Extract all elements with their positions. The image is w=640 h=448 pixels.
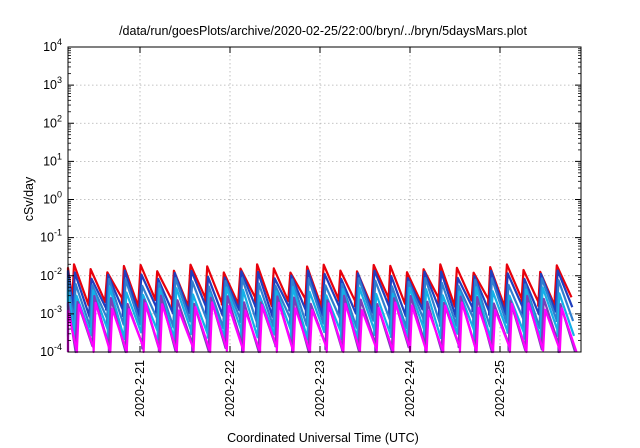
- y-tick-label-base: 10: [40, 231, 54, 245]
- y-tick-label-base: 10: [43, 193, 57, 207]
- y-tick-label-base: 10: [40, 307, 54, 321]
- series-line: [66, 276, 575, 330]
- y-tick-label: 10-1: [40, 228, 62, 245]
- y-tick-label-exponent: 3: [57, 75, 62, 85]
- series-line: [66, 263, 573, 309]
- y-tick-label-exponent: 4: [57, 37, 62, 47]
- y-tick-label: 100: [43, 190, 62, 207]
- y-tick-label-base: 10: [43, 78, 57, 92]
- x-tick-label: 2020-2-22: [223, 360, 237, 417]
- y-tick-label: 10-4: [40, 342, 62, 359]
- y-tick-label-exponent: -4: [54, 342, 62, 352]
- y-tick-label-base: 10: [40, 269, 54, 283]
- y-tick-label-base: 10: [43, 154, 57, 168]
- y-tick-label: 101: [43, 151, 62, 168]
- series-line: [66, 301, 578, 354]
- y-tick-label: 10-2: [40, 266, 62, 283]
- series-lines: [66, 263, 578, 354]
- x-tick-label: 2020-2-23: [313, 360, 327, 417]
- series-line: [66, 269, 574, 318]
- y-tick-label: 10-3: [40, 304, 62, 321]
- y-tick-label-exponent: 0: [57, 190, 62, 200]
- series-line: [66, 286, 576, 341]
- y-tick-label: 103: [43, 75, 62, 92]
- x-axis-ticks: 2020-2-21 2020-2-22 2020-2-23 2020-2-24 2020…: [133, 47, 507, 417]
- y-tick-label-exponent: -1: [54, 228, 62, 238]
- x-axis-label: Coordinated Universal Time (UTC): [227, 431, 419, 445]
- y-tick-label: 104: [43, 37, 62, 54]
- y-tick-label-exponent: 1: [57, 151, 62, 161]
- y-tick-label-exponent: 2: [57, 113, 62, 123]
- x-tick-label: 2020-2-24: [403, 360, 417, 417]
- y-tick-label-exponent: -3: [54, 304, 62, 314]
- x-tick-label: 2020-2-25: [493, 360, 507, 417]
- x-tick-label: 2020-2-21: [133, 360, 147, 417]
- y-tick-label-base: 10: [43, 40, 57, 54]
- y-tick-label-exponent: -2: [54, 266, 62, 276]
- chart-title: /data/run/goesPlots/archive/2020-02-25/2…: [119, 24, 527, 38]
- y-tick-label: 102: [43, 113, 62, 130]
- y-axis-label: cSv/day: [22, 176, 36, 221]
- y-tick-label-base: 10: [40, 345, 54, 359]
- y-tick-label-base: 10: [43, 116, 57, 130]
